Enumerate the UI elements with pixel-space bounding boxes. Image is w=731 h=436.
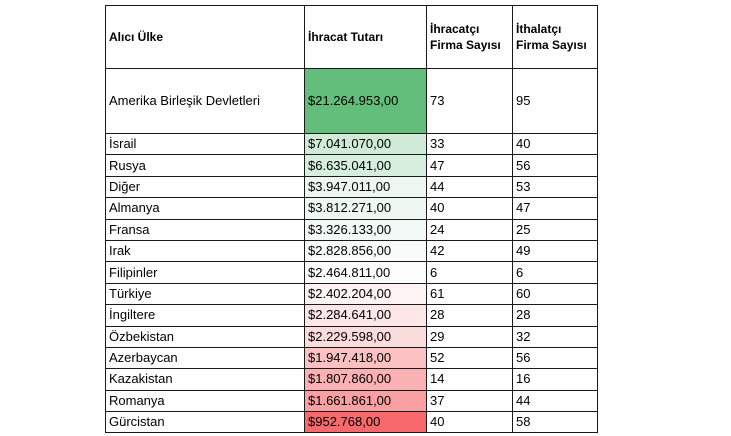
exporters-cell[interactable]: 61 xyxy=(426,282,513,306)
header-exporters-line1: İhracatçı xyxy=(430,22,480,36)
amount-cell[interactable]: $1.661.861,00 xyxy=(304,389,427,413)
exporters-cell[interactable]: 14 xyxy=(426,368,513,391)
amount-cell[interactable]: $2.464.811,00 xyxy=(304,261,427,284)
country-cell[interactable]: Diğer xyxy=(105,175,305,199)
table-row: Gürcistan $952.768,00 40 58 xyxy=(105,411,598,434)
table-row: Romanya $1.661.861,00 37 44 xyxy=(105,389,598,413)
exporters-cell[interactable]: 29 xyxy=(426,325,513,348)
exporters-cell[interactable]: 40 xyxy=(426,197,513,220)
country-cell[interactable]: Fransa xyxy=(105,218,305,241)
table-row: Fransa $3.326.133,00 24 25 xyxy=(105,218,598,241)
table-row: Azerbaycan $1.947.418,00 52 56 xyxy=(105,346,598,370)
country-cell[interactable]: Almanya xyxy=(105,197,305,220)
country-cell[interactable]: Filipinler xyxy=(105,261,305,284)
importers-cell[interactable]: 58 xyxy=(512,411,598,434)
amount-cell[interactable]: $2.284.641,00 xyxy=(304,304,427,327)
country-cell[interactable]: Kazakistan xyxy=(105,368,305,391)
header-importers[interactable]: İthalatçı Firma Sayısı xyxy=(512,5,598,69)
importers-cell[interactable]: 32 xyxy=(512,325,598,348)
table-row: Özbekistan $2.229.598,00 29 32 xyxy=(105,325,598,348)
exporters-cell[interactable]: 47 xyxy=(426,154,513,177)
table-row: Almanya $3.812.271,00 40 47 xyxy=(105,197,598,220)
importers-cell[interactable]: 56 xyxy=(512,154,598,177)
exporters-cell[interactable]: 42 xyxy=(426,239,513,263)
header-country[interactable]: Alıcı Ülke xyxy=(105,5,305,69)
importers-cell[interactable]: 56 xyxy=(512,346,598,370)
exporters-cell[interactable]: 33 xyxy=(426,132,513,156)
country-cell[interactable]: Rusya xyxy=(105,154,305,177)
amount-cell[interactable]: $952.768,00 xyxy=(304,411,427,434)
country-cell[interactable]: Türkiye xyxy=(105,282,305,306)
country-cell[interactable]: Irak xyxy=(105,239,305,263)
exporters-cell[interactable]: 6 xyxy=(426,261,513,284)
table-body: Amerika Birleşik Devletleri $21.264.953,0… xyxy=(105,68,598,434)
amount-cell[interactable]: $1.947.418,00 xyxy=(304,346,427,370)
country-cell[interactable]: Özbekistan xyxy=(105,325,305,348)
spreadsheet-container: Alıcı Ülke İhracat Tutarı İhracatçı Firma… xyxy=(105,5,598,434)
importers-cell[interactable]: 28 xyxy=(512,304,598,327)
country-cell[interactable]: İsrail xyxy=(105,132,305,156)
country-cell[interactable]: İngiltere xyxy=(105,304,305,327)
table-row: Filipinler $2.464.811,00 6 6 xyxy=(105,261,598,284)
table-row: Diğer $3.947.011,00 44 53 xyxy=(105,175,598,199)
header-amount[interactable]: İhracat Tutarı xyxy=(304,5,427,69)
export-table: Alıcı Ülke İhracat Tutarı İhracatçı Firma… xyxy=(105,5,598,434)
table-row: Türkiye $2.402.204,00 61 60 xyxy=(105,282,598,306)
header-exporters-line2: Firma Sayısı xyxy=(430,38,501,52)
importers-cell[interactable]: 60 xyxy=(512,282,598,306)
importers-cell[interactable]: 47 xyxy=(512,197,598,220)
importers-cell[interactable]: 53 xyxy=(512,175,598,199)
table-row: Amerika Birleşik Devletleri $21.264.953,0… xyxy=(105,68,598,134)
exporters-cell[interactable]: 28 xyxy=(426,304,513,327)
country-cell[interactable]: Romanya xyxy=(105,389,305,413)
exporters-cell[interactable]: 52 xyxy=(426,346,513,370)
amount-cell[interactable]: $1.807.860,00 xyxy=(304,368,427,391)
amount-cell[interactable]: $2.828.856,00 xyxy=(304,239,427,263)
table-row: İsrail $7.041.070,00 33 40 xyxy=(105,132,598,156)
importers-cell[interactable]: 49 xyxy=(512,239,598,263)
header-row: Alıcı Ülke İhracat Tutarı İhracatçı Firma… xyxy=(105,5,598,69)
amount-cell[interactable]: $3.947.011,00 xyxy=(304,175,427,199)
table-row: Kazakistan $1.807.860,00 14 16 xyxy=(105,368,598,391)
exporters-cell[interactable]: 44 xyxy=(426,175,513,199)
amount-cell[interactable]: $21.264.953,00 xyxy=(304,68,427,134)
amount-cell[interactable]: $3.812.271,00 xyxy=(304,197,427,220)
amount-cell[interactable]: $2.229.598,00 xyxy=(304,325,427,348)
exporters-cell[interactable]: 37 xyxy=(426,389,513,413)
amount-cell[interactable]: $7.041.070,00 xyxy=(304,132,427,156)
header-importers-line2: Firma Sayısı xyxy=(516,38,587,52)
table-row: İngiltere $2.284.641,00 28 28 xyxy=(105,304,598,327)
country-cell[interactable]: Gürcistan xyxy=(105,411,305,434)
importers-cell[interactable]: 25 xyxy=(512,218,598,241)
country-cell[interactable]: Amerika Birleşik Devletleri xyxy=(105,68,305,134)
amount-cell[interactable]: $3.326.133,00 xyxy=(304,218,427,241)
importers-cell[interactable]: 40 xyxy=(512,132,598,156)
amount-cell[interactable]: $2.402.204,00 xyxy=(304,282,427,306)
amount-cell[interactable]: $6.635.041,00 xyxy=(304,154,427,177)
table-row: Irak $2.828.856,00 42 49 xyxy=(105,239,598,263)
exporters-cell[interactable]: 73 xyxy=(426,68,513,134)
exporters-cell[interactable]: 24 xyxy=(426,218,513,241)
header-importers-line1: İthalatçı xyxy=(516,22,562,36)
importers-cell[interactable]: 16 xyxy=(512,368,598,391)
table-row: Rusya $6.635.041,00 47 56 xyxy=(105,154,598,177)
importers-cell[interactable]: 6 xyxy=(512,261,598,284)
importers-cell[interactable]: 44 xyxy=(512,389,598,413)
exporters-cell[interactable]: 40 xyxy=(426,411,513,434)
importers-cell[interactable]: 95 xyxy=(512,68,598,134)
country-cell[interactable]: Azerbaycan xyxy=(105,346,305,370)
header-exporters[interactable]: İhracatçı Firma Sayısı xyxy=(426,5,513,69)
